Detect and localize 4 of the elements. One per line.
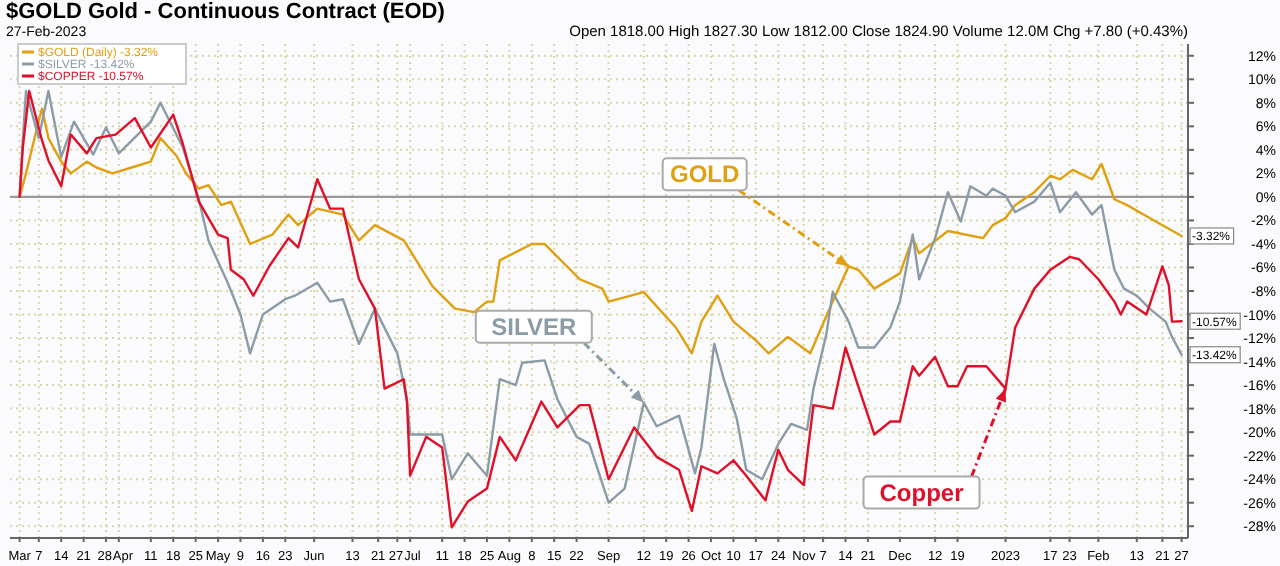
chart-title: $GOLD Gold - Continuous Contract (EOD) [6,0,445,24]
annotation: GOLD [670,160,741,189]
annotation: SILVER [491,312,577,341]
annotation: Copper [879,478,965,507]
